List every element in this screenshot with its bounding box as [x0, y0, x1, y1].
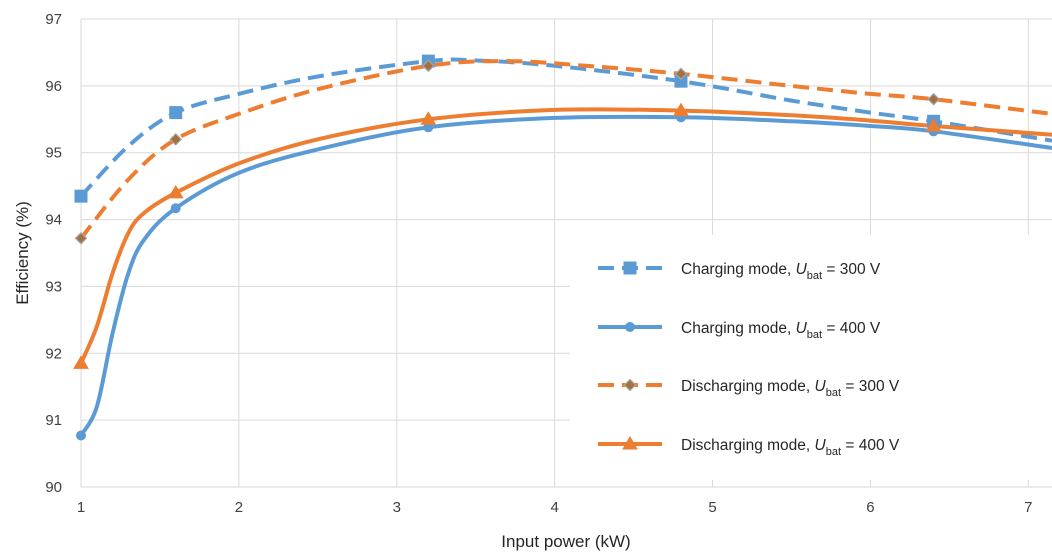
circle-marker	[76, 430, 86, 441]
y-tick-label: 92	[45, 345, 62, 362]
circle-marker	[625, 322, 635, 332]
x-tick-label: 6	[866, 499, 874, 516]
legend: Charging mode, Ubat = 300 V Charging mode…	[570, 235, 1052, 480]
legend-label-3: Discharging mode, Ubat = 300 V	[681, 378, 900, 399]
y-tick-label: 93	[45, 278, 62, 295]
diamond-marker	[674, 67, 688, 81]
diamond-marker	[422, 59, 435, 73]
y-tick-labels: 90 91 92 93 94 95 96 97	[45, 11, 62, 496]
diamond-marker	[623, 378, 637, 392]
series-line-4	[79, 107, 1052, 365]
y-tick-label: 96	[45, 78, 62, 95]
x-tick-label: 1	[77, 499, 85, 516]
triangle-marker	[673, 102, 689, 117]
triangle-marker	[73, 355, 89, 369]
y-tick-label: 95	[45, 145, 62, 162]
y-tick-label: 91	[45, 412, 62, 429]
circle-marker	[170, 203, 181, 214]
diamond-marker	[169, 132, 183, 146]
legend-background	[570, 235, 1052, 480]
square-marker	[169, 106, 183, 120]
diamond-marker	[74, 231, 88, 245]
triangle-marker	[925, 117, 942, 132]
y-axis-title: Efficiency (%)	[13, 201, 32, 305]
diamond-marker	[927, 92, 940, 106]
series-line-3	[79, 59, 1052, 240]
y-tick-label: 97	[45, 11, 62, 28]
x-tick-labels: 1 2 3 4 5 6 7	[77, 499, 1033, 516]
legend-label-1: Charging mode, Ubat = 300 V	[681, 261, 881, 282]
legend-label-2: Charging mode, Ubat = 400 V	[681, 320, 881, 341]
x-tick-label: 3	[393, 499, 401, 516]
triangle-marker	[420, 111, 437, 125]
x-tick-label: 2	[235, 499, 243, 516]
legend-label-4: Discharging mode, Ubat = 400 V	[681, 437, 900, 458]
x-tick-label: 5	[708, 499, 716, 516]
square-marker	[623, 261, 637, 275]
x-tick-label: 7	[1024, 499, 1032, 516]
triangle-marker	[622, 436, 638, 450]
series-line-2	[79, 114, 1052, 437]
triangle-marker	[167, 184, 184, 199]
y-tick-label: 90	[45, 479, 62, 496]
x-axis-title: Input power (kW)	[501, 532, 630, 551]
x-tick-label: 4	[550, 499, 558, 516]
series-lines	[73, 54, 1052, 441]
y-tick-label: 94	[45, 212, 62, 229]
square-marker	[74, 189, 88, 203]
